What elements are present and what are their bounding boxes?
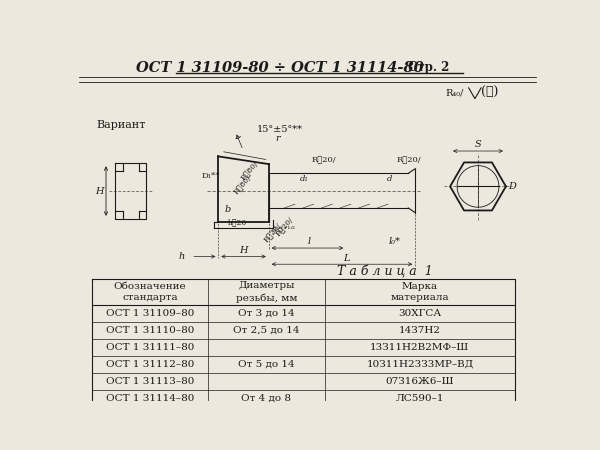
- Text: Вариант: Вариант: [97, 120, 146, 130]
- Text: 30ХГСА: 30ХГСА: [398, 309, 442, 318]
- Text: Rᵯ80/: Rᵯ80/: [240, 160, 261, 182]
- Text: ОСТ 1 31112–80: ОСТ 1 31112–80: [106, 360, 194, 369]
- Text: 14З7Н2: 14З7Н2: [399, 326, 441, 335]
- Text: D₁**: D₁**: [202, 171, 220, 180]
- Text: Rᵯ20/: Rᵯ20/: [397, 156, 421, 164]
- Text: ОСТ 1 31114–80: ОСТ 1 31114–80: [106, 394, 194, 403]
- Text: H: H: [239, 246, 247, 255]
- Text: Rᵯ20/: Rᵯ20/: [263, 221, 283, 244]
- Text: Rᵯ20/: Rᵯ20/: [275, 216, 296, 239]
- Text: ОСТ 1 31111–80: ОСТ 1 31111–80: [106, 343, 194, 352]
- Text: b: b: [224, 205, 231, 214]
- Text: d: d: [386, 175, 392, 183]
- Text: От 5 до 14: От 5 до 14: [238, 360, 295, 369]
- Text: 13З11Н2В2МФ–Ш: 13З11Н2В2МФ–Ш: [370, 343, 470, 352]
- Text: l: l: [307, 238, 311, 247]
- Text: От 3 до 14: От 3 до 14: [238, 309, 295, 318]
- Text: hᵯ20: hᵯ20: [227, 218, 247, 226]
- Text: ОСТ 1 31109-80 ÷ ОСТ 1 31114-80: ОСТ 1 31109-80 ÷ ОСТ 1 31114-80: [137, 61, 424, 75]
- Text: H: H: [95, 187, 104, 196]
- Text: ОСТ 1 31110–80: ОСТ 1 31110–80: [106, 326, 194, 335]
- Text: 07З16Ж6–Ш: 07З16Ж6–Ш: [386, 377, 454, 386]
- Text: ОСТ 1 31113–80: ОСТ 1 31113–80: [106, 377, 194, 386]
- Text: Rᵯ80/: Rᵯ80/: [232, 174, 253, 196]
- Text: Марка
материала: Марка материала: [391, 282, 449, 302]
- Text: Rᵯ20/: Rᵯ20/: [311, 156, 336, 164]
- Text: От 4 до 8: От 4 до 8: [241, 394, 292, 403]
- Text: 10З11Н23З3МР–ВД: 10З11Н23З3МР–ВД: [367, 360, 473, 369]
- Text: r: r: [275, 134, 280, 143]
- Text: S: S: [475, 140, 481, 149]
- Text: d₁: d₁: [300, 175, 308, 183]
- Text: ЛС590–1: ЛС590–1: [395, 394, 444, 403]
- Text: От 2,5 до 14: От 2,5 до 14: [233, 326, 299, 335]
- Text: Стр. 2: Стр. 2: [408, 61, 449, 74]
- Text: h: h: [178, 252, 184, 261]
- Text: Т а б л и ц а  1: Т а б л и ц а 1: [337, 266, 433, 279]
- Text: l₀*: l₀*: [388, 238, 400, 247]
- Text: R₄₀/: R₄₀/: [445, 88, 464, 97]
- Text: D: D: [508, 182, 516, 191]
- Text: 15°±5°**: 15°±5°**: [257, 125, 303, 134]
- Text: 0,3⁺¹ⁱ²: 0,3⁺¹ⁱ²: [272, 225, 296, 234]
- Text: Диаметры
резьбы, мм: Диаметры резьбы, мм: [236, 281, 297, 303]
- Text: (✓): (✓): [481, 86, 499, 99]
- Text: L: L: [343, 253, 349, 262]
- Text: ОСТ 1 31109–80: ОСТ 1 31109–80: [106, 309, 194, 318]
- Text: Обозначение
стандарта: Обозначение стандарта: [114, 282, 187, 302]
